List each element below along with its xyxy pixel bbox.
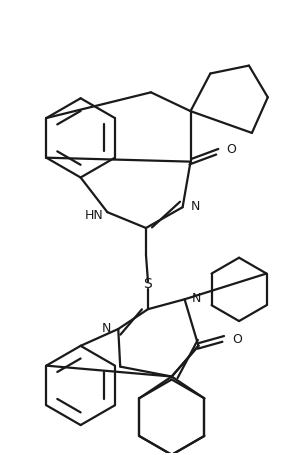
Text: N: N: [190, 199, 200, 212]
Text: O: O: [226, 143, 236, 156]
Text: N: N: [192, 291, 201, 304]
Text: S: S: [144, 277, 152, 291]
Text: N: N: [102, 321, 111, 334]
Text: O: O: [232, 333, 242, 346]
Text: HN: HN: [85, 208, 103, 221]
